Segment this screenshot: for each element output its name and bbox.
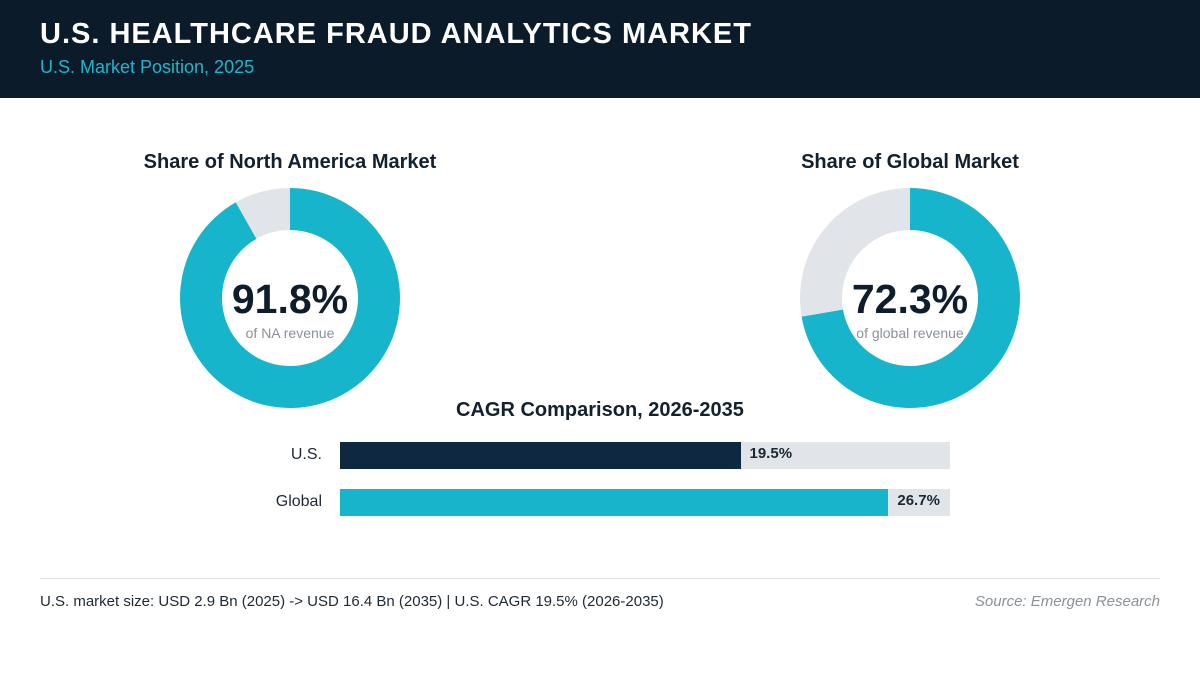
global-share-caption: of global revenue	[856, 325, 964, 341]
page-subtitle: U.S. Market Position, 2025	[40, 57, 255, 77]
cagr-chart-title: CAGR Comparison, 2026-2035	[456, 399, 744, 421]
na-share-value: 91.8%	[231, 276, 349, 322]
global-share-value: 72.3%	[851, 276, 969, 322]
footer-divider	[40, 578, 1160, 579]
na-share-caption: of NA revenue	[245, 325, 335, 341]
bar-value-label-us: 19.5%	[749, 445, 793, 462]
bar-us	[340, 442, 741, 469]
na-donut-title: Share of North America Market	[143, 151, 437, 173]
global-share-donut-chart	[800, 188, 1020, 408]
na-remainder-slice	[235, 188, 290, 239]
header-banner: U.S. HEALTHCARE FRAUD ANALYTICS MARKET U…	[0, 0, 1200, 98]
na-share-donut-chart	[180, 188, 400, 408]
global-share-slice	[801, 188, 1020, 408]
page-title: U.S. HEALTHCARE FRAUD ANALYTICS MARKET	[40, 18, 752, 50]
bar-value-label-global: 26.7%	[897, 492, 940, 509]
global-remainder-slice	[800, 188, 910, 317]
bar-category-us: U.S.	[290, 446, 322, 463]
source-credit: Source: Emergen Research	[974, 593, 1160, 610]
bar-category-global: Global	[275, 493, 322, 510]
global-donut-title: Share of Global Market	[801, 151, 1019, 173]
bar-global	[340, 489, 889, 516]
na-share-slice	[180, 188, 400, 408]
footer-note: U.S. market size: USD 2.9 Bn (2025) -> U…	[40, 593, 664, 610]
